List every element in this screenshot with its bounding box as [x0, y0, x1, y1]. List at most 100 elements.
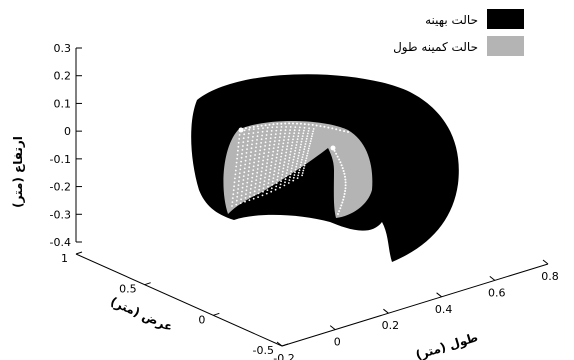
min-length-point	[242, 137, 245, 140]
min-length-point	[305, 157, 308, 160]
optimal-surface	[191, 74, 459, 263]
x-tick-label: 0.8	[541, 270, 559, 283]
min-length-point	[285, 148, 288, 151]
min-length-point	[239, 164, 242, 167]
min-length-point	[271, 157, 273, 160]
min-length-point	[231, 197, 234, 200]
min-length-point	[344, 178, 347, 181]
min-length-point	[293, 129, 296, 132]
min-length-point	[271, 184, 274, 186]
min-length-point	[291, 164, 294, 167]
min-length-point	[249, 155, 252, 157]
min-length-point	[265, 169, 267, 172]
min-length-point	[312, 130, 314, 133]
min-length-point	[279, 162, 281, 165]
min-length-point	[288, 122, 291, 125]
min-length-point	[269, 140, 272, 143]
min-length-point	[281, 170, 284, 173]
min-length-point	[260, 124, 263, 127]
min-length-point	[335, 128, 338, 131]
min-length-point	[254, 186, 257, 189]
min-length-point	[249, 188, 252, 190]
min-length-marker-end	[330, 145, 336, 151]
min-length-point	[247, 136, 250, 139]
min-length-point	[294, 147, 297, 149]
min-length-point	[284, 178, 287, 181]
min-length-point	[308, 145, 311, 147]
min-length-point	[307, 123, 310, 126]
min-length-point	[343, 192, 346, 195]
min-length-point	[242, 183, 244, 185]
min-length-point	[241, 190, 243, 193]
min-length-point	[307, 150, 310, 152]
min-length-point	[267, 182, 270, 185]
min-length-point	[343, 195, 345, 198]
min-length-point	[245, 152, 248, 154]
min-length-point	[271, 180, 274, 183]
min-length-point	[235, 203, 238, 206]
min-length-point	[335, 152, 338, 155]
min-length-point	[253, 161, 256, 164]
min-length-point	[272, 177, 275, 180]
min-length-point	[240, 156, 243, 159]
min-length-point	[342, 170, 345, 172]
min-length-point	[273, 143, 276, 146]
min-length-point	[274, 133, 277, 136]
min-length-point	[303, 126, 306, 129]
min-length-point	[262, 127, 264, 129]
min-length-point	[342, 198, 345, 201]
min-length-point	[315, 124, 318, 127]
min-length-point	[288, 179, 291, 182]
min-length-point	[260, 138, 263, 141]
min-length-point	[265, 134, 268, 136]
min-length-point	[263, 180, 266, 183]
min-length-point	[289, 153, 291, 156]
min-length-point	[292, 158, 295, 161]
min-length-point	[301, 156, 304, 159]
min-length-point	[261, 163, 264, 166]
min-length-point	[270, 161, 273, 164]
min-length-point	[279, 186, 281, 189]
min-length-point	[288, 135, 290, 138]
min-length-point	[297, 171, 300, 174]
min-length-point	[323, 125, 326, 128]
min-length-point	[233, 181, 236, 184]
min-length-point	[284, 154, 287, 157]
x-tick-mark	[276, 341, 283, 347]
min-length-point	[305, 137, 308, 140]
min-length-point	[303, 167, 305, 170]
min-length-point	[245, 155, 248, 158]
min-length-point	[262, 159, 264, 162]
min-length-point	[247, 174, 250, 176]
min-length-point	[289, 173, 292, 176]
min-length-point	[237, 149, 239, 152]
min-length-point	[237, 188, 240, 190]
min-length-point	[264, 124, 267, 127]
min-length-point	[265, 165, 268, 168]
min-length-point	[264, 176, 266, 179]
y-tick-mark	[281, 343, 289, 347]
min-length-point	[298, 149, 301, 151]
min-length-point	[336, 155, 339, 158]
min-length-point	[244, 200, 246, 203]
min-length-point	[279, 159, 282, 161]
min-length-point	[286, 145, 289, 148]
min-length-point	[256, 125, 259, 128]
min-length-point	[240, 198, 243, 201]
min-length-point	[238, 138, 241, 140]
min-length-point	[273, 170, 276, 173]
x-tick-label: 0.6	[488, 286, 506, 299]
x-tick-mark	[489, 276, 496, 281]
x-tick-mark	[329, 325, 336, 330]
min-length-point	[268, 178, 270, 181]
min-length-point	[270, 164, 272, 167]
min-length-point	[347, 131, 349, 133]
min-length-point	[296, 138, 299, 141]
min-length-point	[248, 126, 251, 129]
x-axis-line	[281, 263, 549, 347]
x-ticks: -0.2 0 0.2 0.4 0.6 0.8	[273, 259, 559, 360]
min-length-point	[238, 180, 240, 183]
min-length-point	[236, 192, 239, 194]
min-length-point	[264, 141, 267, 144]
min-length-point	[301, 174, 303, 177]
